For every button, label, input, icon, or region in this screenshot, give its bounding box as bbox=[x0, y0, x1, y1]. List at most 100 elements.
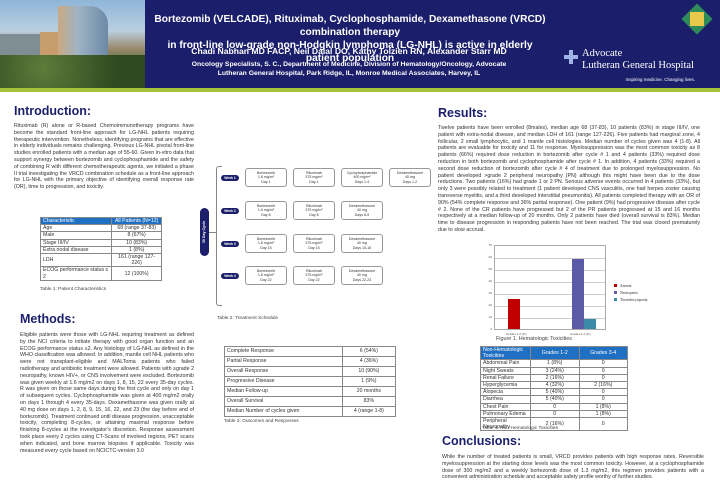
cell: 8 (67%) bbox=[111, 231, 162, 240]
cell: 5 (40%) bbox=[530, 388, 580, 397]
table2-caption: Table 2: Treatment Schedule bbox=[217, 316, 279, 321]
cell: 83% bbox=[341, 396, 397, 407]
table-row: Pulmonary Edema 0 1 (8%) bbox=[480, 409, 628, 419]
cell: LDH bbox=[39, 253, 113, 268]
table4-header-toxicity: Non-Hematologic Toxicities bbox=[480, 345, 531, 361]
cycle-label-text: 35 Day Cycle bbox=[202, 220, 207, 244]
bar-anemia-grades-1-2 bbox=[508, 299, 520, 329]
cell: Pulmonary Edema bbox=[480, 409, 531, 419]
x-label: Grades 1-2 (%) bbox=[506, 332, 527, 336]
logo-line-1: Advocate bbox=[582, 48, 623, 59]
cell: Male bbox=[39, 231, 113, 240]
cycle-label: 35 Day Cycle bbox=[200, 208, 209, 256]
accent-bar bbox=[0, 88, 720, 92]
cell: Overall Survival bbox=[224, 396, 343, 407]
conclusions-text: While the number of treated patients is … bbox=[442, 454, 704, 481]
table-row: Peripheral Neuropathy 2 (16%) 0 bbox=[480, 417, 628, 432]
cross-icon bbox=[564, 50, 578, 64]
drug-box: Rituximab 375 mg/m² Day 15 bbox=[293, 234, 335, 253]
cell: 6 (54%) bbox=[341, 346, 397, 357]
cell: 0 bbox=[578, 395, 628, 404]
figure1-caption: Figure 1. Hematologic Toxicities bbox=[496, 336, 572, 342]
table-row: Male 8 (67%) bbox=[39, 231, 162, 240]
y-tick: 30 bbox=[488, 291, 492, 295]
table-row: Diarrhea 5 (40%) 0 bbox=[480, 395, 628, 404]
table-row: Median Number of cycles given 4 (range 1-… bbox=[224, 406, 397, 417]
cell: 10 (83%) bbox=[111, 238, 162, 247]
affiliation-line-2: Lutheran General Hospital, Park Ridge, I… bbox=[217, 70, 481, 77]
cell: 12 (100%) bbox=[111, 266, 162, 281]
cell: 68 (range 37-83) bbox=[111, 224, 162, 233]
cell: Partial Response bbox=[224, 356, 343, 367]
y-tick: 10 bbox=[488, 315, 492, 319]
cell: 0 bbox=[530, 402, 580, 411]
patient-characteristics-table: Characteristic All Patients (N=12) Age 68… bbox=[39, 216, 162, 281]
cell: 0 bbox=[578, 366, 628, 375]
table-row: Extra nodal disease 1 (8%) bbox=[39, 245, 162, 255]
cell: 4 (range 1-8) bbox=[341, 406, 397, 417]
cell: ECOG performance status ≤ 2 bbox=[39, 266, 113, 281]
cell: 1 (8%) bbox=[530, 359, 580, 368]
y-tick: 40 bbox=[488, 279, 492, 283]
cell: Alopecia bbox=[480, 388, 531, 397]
table-row: LDH 161 (range 127-226) bbox=[39, 253, 162, 268]
cell: 0 bbox=[578, 388, 628, 397]
cell: 0 bbox=[578, 359, 628, 368]
treatment-schedule-diagram: 35 Day Cycle Week 1 Bortezomib 1.6 mg/m² D… bbox=[200, 162, 450, 312]
introduction-text: Rituximab (R) alone or R-based Chemoimmu… bbox=[14, 123, 194, 191]
cell: Stage III/IV bbox=[39, 238, 113, 247]
tagline: Inspiring medicine. Changing lives. bbox=[625, 77, 695, 82]
poster-title: Bortezomib (VELCADE), Rituximab, Cycloph… bbox=[150, 13, 550, 65]
drug-box: Cyclophosphamide 400 mg/m² Days 1-4 bbox=[341, 168, 383, 187]
cell: 0 bbox=[578, 373, 628, 383]
y-tick: 0 bbox=[490, 327, 492, 331]
award-badge-inner bbox=[690, 12, 704, 26]
results-text: Twelve patients have been enrolled (8mal… bbox=[438, 125, 700, 233]
cell: Peripheral Neuropathy bbox=[480, 417, 531, 432]
week-1-label: Week 1 bbox=[221, 175, 239, 181]
legend-item: Thrombocytopenia bbox=[614, 296, 647, 303]
cell: 5 (40%) bbox=[530, 395, 580, 404]
non-hematologic-toxicities-table: Non-Hematologic Toxicities Grades 1-2 Gr… bbox=[480, 345, 628, 432]
cell: 2 (16%) bbox=[578, 381, 628, 390]
title-line-1: Bortezomib (VELCADE), Rituximab, Cycloph… bbox=[154, 14, 546, 38]
table-row: Progressive Disease 1 (9%) bbox=[224, 376, 397, 387]
table1-header-characteristic: Characteristic bbox=[39, 216, 113, 226]
cell: Diarrhea bbox=[480, 395, 531, 404]
cell: 0 bbox=[578, 417, 628, 432]
table1-caption: Table 1: Patient Characteristics bbox=[40, 287, 107, 292]
hospital-building-photo bbox=[0, 0, 145, 88]
table-row: Renal Failure 2 (16%) 0 bbox=[480, 373, 628, 383]
week-3-label: Week 3 bbox=[221, 241, 239, 247]
table-row: Alopecia 5 (40%) 0 bbox=[480, 388, 628, 397]
logo-line-2: Lutheran General Hospital bbox=[582, 60, 694, 71]
cell: 0 bbox=[530, 409, 580, 419]
schedule-bracket bbox=[216, 166, 222, 306]
legend-item: Anemia bbox=[614, 282, 647, 289]
table4-header-grades-1-2: Grades 1-2 bbox=[530, 345, 580, 361]
cell: 3 (24%) bbox=[530, 366, 580, 375]
table-row: Overall Response 10 (90%) bbox=[224, 366, 397, 377]
connector bbox=[209, 232, 216, 233]
cell: Median Follow-up bbox=[224, 386, 343, 397]
table-row: Median Follow-up 20 months bbox=[224, 386, 397, 397]
table-row: Abdominal Pain 1 (8%) 0 bbox=[480, 359, 628, 368]
cell: 1 (9%) bbox=[341, 376, 397, 387]
cell: 161 (range 127-226) bbox=[111, 253, 162, 268]
x-label: Grades 3-4 (%) bbox=[570, 332, 591, 336]
introduction-heading: Introduction: bbox=[14, 104, 92, 118]
affiliation: Oncology Specialists, S. C., Department … bbox=[150, 60, 548, 78]
y-tick: 20 bbox=[488, 303, 492, 307]
legend-item: Neutropenia bbox=[614, 289, 647, 296]
drug-box: Rituximab 375 mg/m² Day 1 bbox=[293, 168, 335, 187]
week-2-label: Week 2 bbox=[221, 208, 239, 214]
methods-text: Eligible patients were those with LG-NHL… bbox=[20, 332, 194, 454]
cell: Complete Response bbox=[224, 346, 343, 357]
cell: 20 months bbox=[341, 386, 397, 397]
results-heading: Results: bbox=[438, 106, 488, 120]
y-tick: 70 bbox=[488, 243, 492, 247]
cell: Age bbox=[39, 224, 113, 233]
cell: 10 (90%) bbox=[341, 366, 397, 377]
cell: 1 (8%) bbox=[111, 245, 162, 255]
drug-box: Dexamethasone 40 mg Days 8-9 bbox=[341, 201, 383, 220]
